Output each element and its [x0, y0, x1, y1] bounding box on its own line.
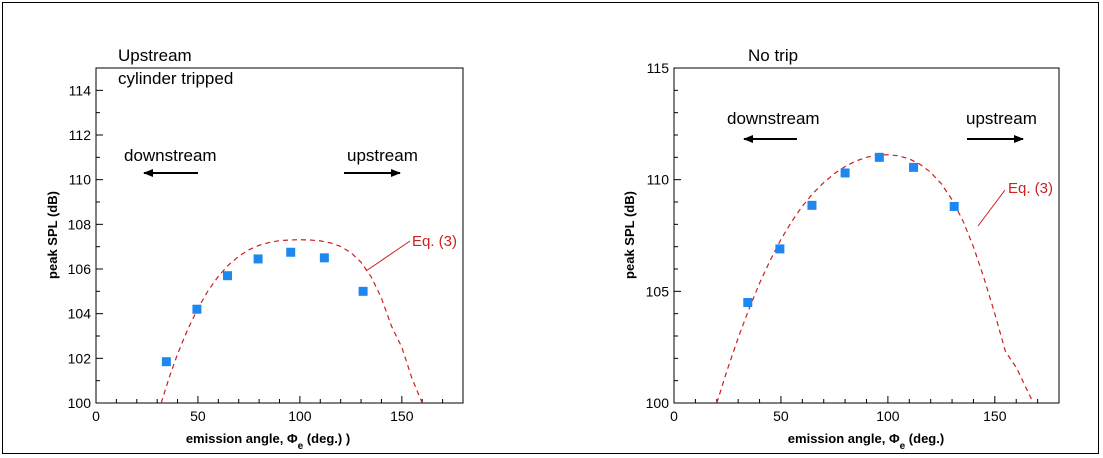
curve-leader-line	[365, 240, 411, 272]
downstream-label: downstream	[727, 109, 820, 128]
y-tick-label: 112	[69, 127, 92, 143]
curve-label: Eq. (3)	[412, 233, 457, 250]
data-point	[223, 271, 233, 281]
x-tick-label: 150	[390, 408, 414, 424]
annotation-line1: No trip	[748, 46, 798, 65]
y-axis-label: peak SPL (dB)	[622, 191, 637, 279]
data-point	[253, 254, 263, 264]
y-tick-label: 114	[69, 82, 92, 98]
chart-panel-no-trip: 0 50 100 150 100 105 110 115 No trip downstream…	[622, 46, 1060, 452]
x-tick-label: 100	[288, 408, 312, 424]
marker-group	[161, 247, 368, 367]
curve-group	[716, 154, 1034, 404]
downstream-label: downstream	[124, 146, 217, 165]
curve-leader-line	[977, 189, 1006, 227]
data-point	[358, 286, 368, 296]
plot-area	[95, 67, 464, 404]
x-axis-label: emission angle, Φe (deg.) )	[186, 431, 350, 452]
data-point	[775, 244, 785, 254]
data-point	[909, 162, 919, 172]
y-tick-label: 110	[69, 172, 92, 188]
upstream-label: upstream	[347, 146, 418, 165]
data-point	[161, 357, 171, 367]
x-tick-label: 50	[773, 408, 789, 424]
marker-group	[743, 152, 959, 307]
annotation-line1: Upstream	[118, 46, 192, 65]
y-tick-label: 108	[68, 216, 92, 232]
y-tick-label: 100	[646, 395, 670, 411]
y-tick-label: 110	[647, 172, 670, 188]
y-tick-label: 106	[68, 261, 92, 277]
upstream-label: upstream	[966, 109, 1037, 128]
x-tick-label: 0	[92, 408, 100, 424]
x-tick-label: 100	[876, 408, 900, 424]
x-tick-label: 150	[983, 408, 1007, 424]
data-point	[192, 304, 202, 314]
y-tick-label: 105	[646, 283, 670, 299]
data-point	[874, 152, 884, 162]
data-point	[319, 253, 329, 263]
data-point	[949, 201, 959, 211]
curve-group	[160, 239, 423, 404]
y-tick-label: 102	[68, 350, 92, 366]
y-tick-label: 115	[647, 60, 670, 76]
annotation-line2: cylinder tripped	[118, 69, 233, 88]
x-axis-label: emission angle, Φe (deg.)	[788, 431, 944, 452]
data-point	[840, 168, 850, 178]
eq3-curve	[716, 154, 1034, 404]
chart-panel-tripped: 0 50 100 150 100 102 104 106 108 110 112 114 Upstre…	[45, 46, 464, 452]
eq3-curve	[160, 239, 423, 404]
x-tick-label: 0	[670, 408, 678, 424]
data-point	[286, 247, 296, 257]
curve-label: Eq. (3)	[1008, 180, 1053, 197]
y-tick-label: 104	[68, 306, 92, 322]
y-tick-label: 100	[68, 395, 92, 411]
data-point	[807, 200, 817, 210]
tick-group: 0 50 100 150 100 102 104 106 108 110 112 114	[68, 67, 464, 424]
x-tick-label: 50	[190, 408, 206, 424]
data-point	[743, 298, 753, 307]
y-axis-label: peak SPL (dB)	[45, 191, 60, 279]
tick-group: 0 50 100 150 100 105 110 115	[646, 60, 1060, 424]
